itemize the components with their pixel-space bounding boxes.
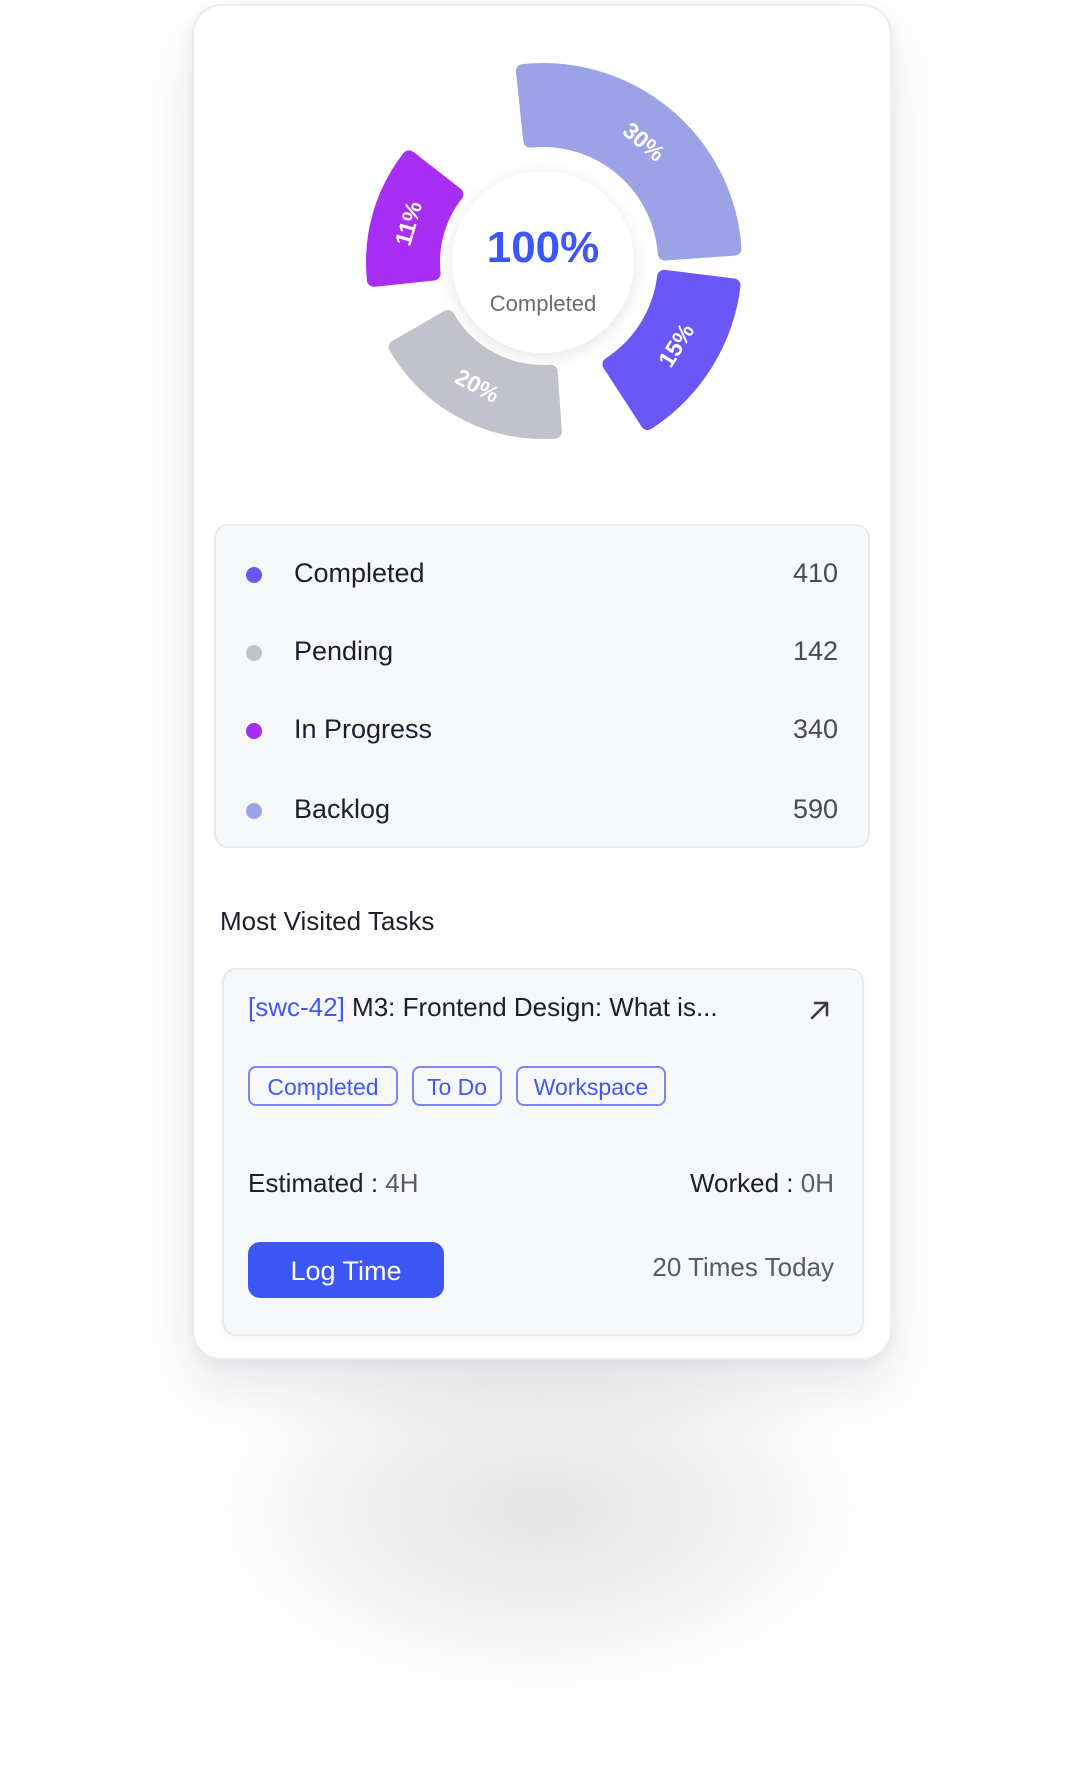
legend-label: Backlog [294,794,391,824]
legend-value: 340 [792,714,838,744]
task-title[interactable]: [swc-42] M3: Frontend Design: What is... [248,992,718,1023]
donut-center [452,171,634,353]
donut-slice [366,150,464,287]
task-id[interactable]: [swc-42] [248,992,345,1022]
legend-value: 142 [792,636,838,666]
donut-slice [515,63,742,261]
legend-label: Pending [294,636,394,666]
legend-item-in-progress: In Progress 340 [216,710,868,750]
tag-to-do[interactable]: To Do [412,1066,502,1106]
task-card[interactable]: [swc-42] M3: Frontend Design: What is...… [222,968,864,1336]
task-name[interactable]: M3: Frontend Design: What is... [352,992,718,1022]
status-legend: Completed 410 Pending 142 In Progress 34… [214,524,870,848]
card-drop-shadow [200,1320,880,1700]
section-title: Most Visited Tasks [220,906,435,936]
legend-label: Completed [294,558,425,588]
status-dot-icon [246,645,262,661]
worked-time: Worked : 0H [690,1168,834,1199]
donut-chart: 100% Completed 30%15%20%11% [366,63,742,439]
worked-label: Worked : [689,1168,794,1198]
status-dot-icon [246,803,262,819]
donut-slice [602,269,741,431]
worked-value: 0H [800,1168,834,1198]
arrow-up-right-icon[interactable] [806,996,834,1024]
visit-count: 20 Times Today [652,1252,834,1282]
status-dot-icon [246,567,262,583]
estimated-time: Estimated : 4H [248,1168,419,1199]
tag-completed[interactable]: Completed [248,1066,398,1106]
legend-value: 590 [792,794,838,824]
tag-workspace[interactable]: Workspace [516,1066,666,1106]
legend-item-pending: Pending 142 [216,632,868,672]
status-dot-icon [246,723,262,739]
legend-label: In Progress [294,714,433,744]
estimated-value: 4H [385,1168,419,1198]
log-time-button[interactable]: Log Time [248,1242,444,1298]
donut-center-label: Completed [490,291,596,316]
donut-center-value: 100% [487,223,600,272]
legend-item-backlog: Backlog 590 [216,790,868,830]
legend-value: 410 [792,558,838,588]
estimated-label: Estimated : [248,1168,379,1198]
legend-item-completed: Completed 410 [216,554,868,594]
donut-slice [388,310,562,439]
